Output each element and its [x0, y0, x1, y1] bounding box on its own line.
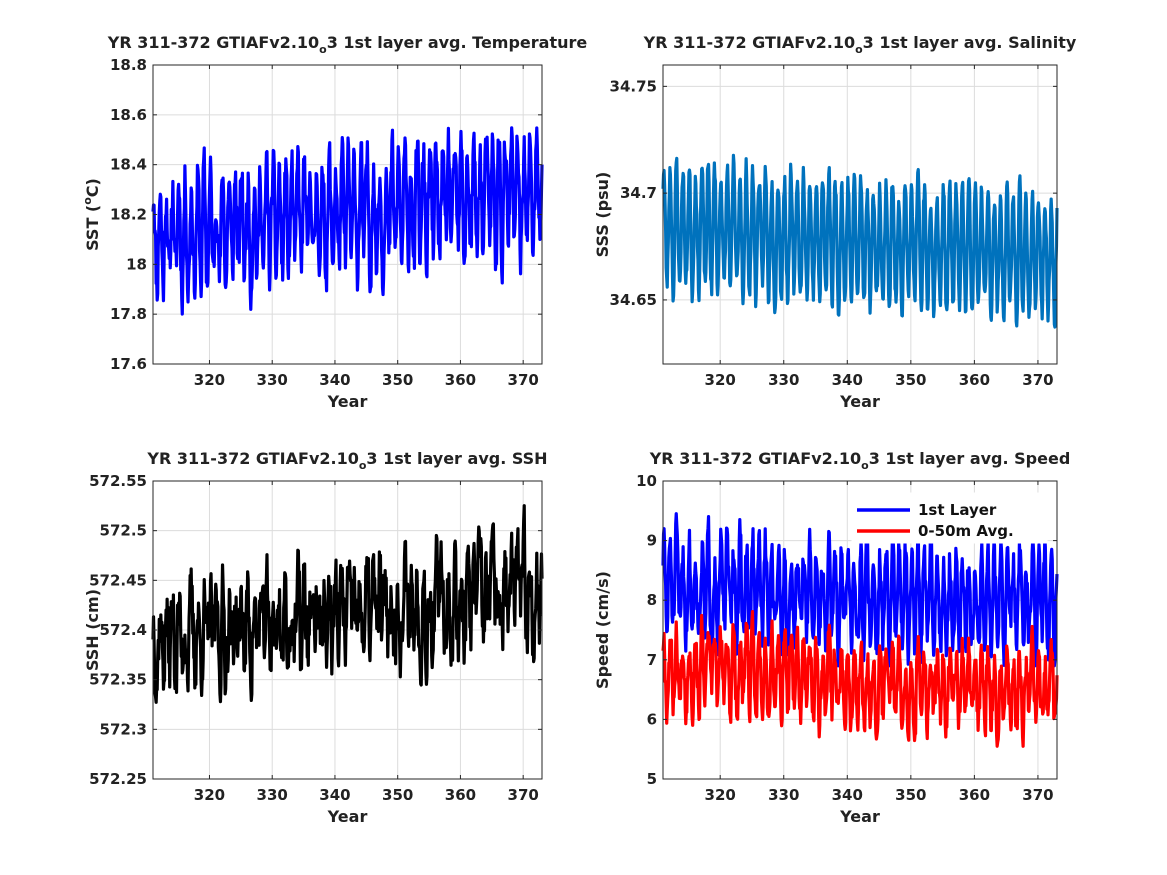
y-tick-label: 34.75 — [610, 77, 657, 95]
series-line-0 — [661, 512, 1059, 668]
y-tick-label: 5 — [647, 770, 657, 788]
y-axis-label: Speed (cm/s) — [593, 571, 612, 689]
y-tick-label: 572.45 — [89, 571, 147, 589]
x-tick-label: 330 — [768, 786, 799, 804]
x-tick-label: 360 — [959, 786, 990, 804]
chart-title: YR 311-372 GTIAFv2.10o3 1st layer avg. S… — [649, 449, 1071, 472]
x-axis-label: Year — [327, 807, 368, 826]
y-tick-label: 18 — [126, 255, 147, 273]
x-tick-label: 330 — [257, 371, 288, 389]
x-tick-label: 370 — [508, 786, 539, 804]
y-tick-label: 18.2 — [110, 206, 147, 224]
series-line-0 — [661, 153, 1059, 329]
chart-title: YR 311-372 GTIAFv2.10o3 1st layer avg. T… — [107, 33, 588, 56]
x-tick-label: 350 — [382, 371, 413, 389]
x-tick-label: 350 — [895, 371, 926, 389]
y-tick-label: 572.55 — [89, 472, 147, 490]
x-tick-label: 370 — [508, 371, 539, 389]
y-tick-label: 572.4 — [100, 621, 147, 639]
y-tick-label: 18.4 — [110, 156, 147, 174]
y-tick-label: 572.3 — [100, 720, 147, 738]
series-line-0 — [151, 504, 544, 704]
y-tick-label: 10 — [636, 472, 657, 490]
chart-sal: 320 330 340 350 360 370 34.65 34.7 34.75 YR 311-3… — [593, 33, 1077, 411]
y-axis-label: SST (oC) — [81, 178, 102, 251]
axes-frame — [662, 64, 1058, 365]
legend-label: 1st Layer — [918, 501, 997, 519]
y-tick-label: 572.25 — [89, 770, 147, 788]
x-tick-label: 320 — [194, 786, 225, 804]
x-tick-label: 340 — [832, 786, 863, 804]
x-tick-label: 350 — [895, 786, 926, 804]
x-axis-label: Year — [839, 807, 880, 826]
x-tick-label: 320 — [705, 371, 736, 389]
x-tick-label: 330 — [257, 786, 288, 804]
y-tick-label: 34.7 — [620, 184, 657, 202]
legend: 1st Layer 0-50m Avg. — [851, 492, 1048, 544]
x-tick-label: 370 — [1022, 371, 1053, 389]
y-tick-label: 7 — [647, 651, 657, 669]
y-tick-label: 17.6 — [110, 355, 147, 373]
x-tick-label: 340 — [319, 786, 350, 804]
legend-label: 0-50m Avg. — [918, 522, 1014, 540]
y-tick-label: 572.35 — [89, 671, 147, 689]
x-tick-label: 340 — [832, 371, 863, 389]
y-tick-label: 18.8 — [110, 56, 147, 74]
x-tick-label: 340 — [319, 371, 350, 389]
y-tick-label: 34.65 — [610, 291, 657, 309]
y-tick-label: 18.6 — [110, 106, 147, 124]
x-tick-label: 320 — [705, 786, 736, 804]
x-axis-label: Year — [839, 392, 880, 411]
y-tick-label: 572.5 — [100, 522, 147, 540]
x-tick-label: 360 — [445, 371, 476, 389]
chart-ssh: 320 330 340 350 360 370 572.25 572.3 572.35 572.4… — [83, 449, 548, 826]
x-tick-label: 330 — [768, 371, 799, 389]
y-tick-label: 17.8 — [110, 305, 147, 323]
y-axis-label: SSH (cm) — [83, 589, 102, 671]
x-tick-label: 350 — [382, 786, 413, 804]
y-tick-label: 6 — [647, 710, 657, 728]
x-tick-label: 320 — [194, 371, 225, 389]
y-tick-label: 9 — [647, 532, 657, 550]
chart-title: YR 311-372 GTIAFv2.10o3 1st layer avg. S… — [146, 449, 547, 472]
y-tick-label: 8 — [647, 591, 657, 609]
axes-frame — [662, 480, 1058, 780]
series-line-1 — [661, 609, 1059, 748]
x-axis-label: Year — [327, 392, 368, 411]
x-tick-label: 370 — [1022, 786, 1053, 804]
chart-temp: 320 330 340 350 360 370 17.6 17.8 18 18.2 18.4 18.6… — [81, 33, 587, 411]
x-tick-label: 360 — [959, 371, 990, 389]
series-line-0 — [151, 126, 544, 316]
chart-title: YR 311-372 GTIAFv2.10o3 1st layer avg. S… — [643, 33, 1077, 56]
x-tick-label: 360 — [445, 786, 476, 804]
y-axis-label: SSS (psu) — [593, 172, 612, 258]
legend-box — [851, 492, 1048, 544]
